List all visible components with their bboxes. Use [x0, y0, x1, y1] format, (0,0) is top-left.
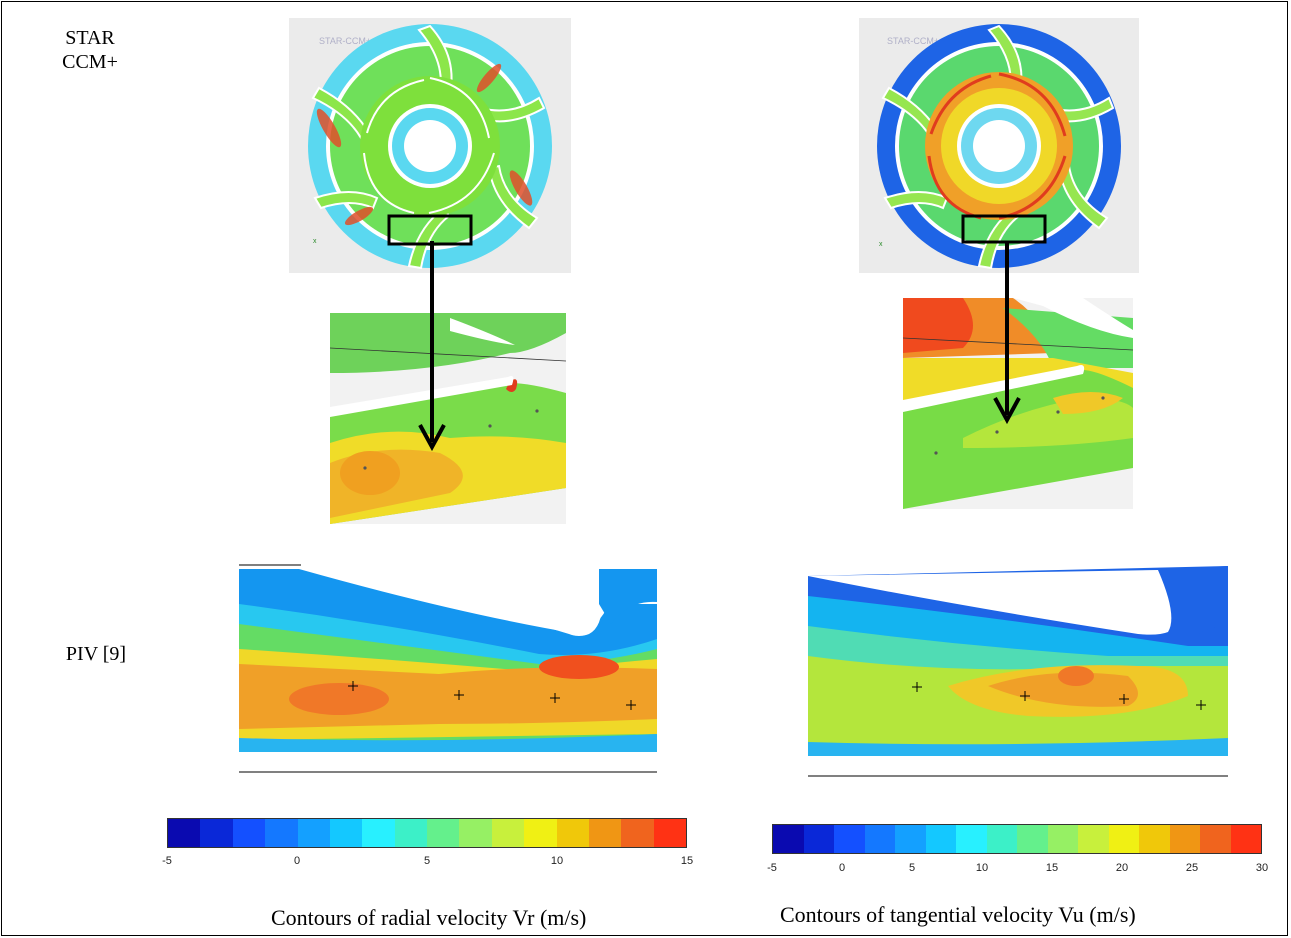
- colorbar-swatch: [1200, 825, 1231, 853]
- colorbar-swatch: [1047, 825, 1078, 853]
- colorbar-swatch: [621, 819, 654, 847]
- caption-tangential: Contours of tangential velocity Vu (m/s): [780, 902, 1136, 927]
- colorbar-swatch: [1108, 825, 1139, 853]
- colorbar-swatch: [168, 819, 201, 847]
- colorbar-swatch: [556, 819, 589, 847]
- colorbar-tick-label: 5: [423, 855, 431, 867]
- zoom-radial-velocity: [329, 313, 567, 524]
- piv-radial-velocity: [239, 564, 657, 774]
- colorbar-radial: [167, 818, 687, 848]
- software-watermark: STAR-CCM+: [887, 36, 939, 46]
- colorbar-swatch: [1139, 825, 1170, 853]
- colorbar-swatch: [1017, 825, 1048, 853]
- colorbar-swatch: [956, 825, 987, 853]
- row-label-piv: PIV [9]: [65, 643, 127, 665]
- colorbar-swatch: [895, 825, 926, 853]
- colorbar-swatch: [491, 819, 525, 847]
- colorbar-swatch: [864, 825, 895, 853]
- colorbar-tick-label: 15: [1045, 862, 1059, 874]
- colorbar-swatch: [653, 819, 686, 847]
- colorbar-swatch: [265, 819, 298, 847]
- piv-tangential-velocity: [808, 566, 1228, 778]
- colorbar-swatch: [362, 819, 395, 847]
- colorbar-swatch: [297, 819, 330, 847]
- colorbar-tick-label: 25: [1185, 862, 1199, 874]
- colorbar-tick-label: 5: [908, 862, 916, 874]
- colorbar-tick-label: 0: [838, 862, 846, 874]
- software-watermark: STAR-CCM+: [319, 36, 371, 46]
- colorbar-swatch: [773, 825, 804, 853]
- zoom-box: [961, 214, 1047, 244]
- colorbar-swatch: [588, 819, 622, 847]
- colorbar-swatch: [329, 819, 363, 847]
- colorbar-swatch: [986, 825, 1017, 853]
- row-label-star-ccm: STAR CCM+: [62, 27, 118, 73]
- colorbar-tick-label: 30: [1255, 862, 1269, 874]
- colorbar-swatch: [803, 825, 834, 853]
- colorbar-swatch: [394, 819, 427, 847]
- colorbar-tick-label: 0: [293, 855, 301, 867]
- colorbar-tick-label: -5: [767, 862, 777, 874]
- colorbar-swatch: [1078, 825, 1109, 853]
- colorbar-swatch: [834, 825, 865, 853]
- colorbar-swatch: [1169, 825, 1200, 853]
- impeller-tangential-velocity: STAR-CCM+ x: [859, 18, 1139, 273]
- impeller-radial-velocity: STAR-CCM+ x: [289, 18, 571, 273]
- colorbar-swatch: [232, 819, 266, 847]
- colorbar-swatch: [200, 819, 233, 847]
- colorbar-tick-label: 10: [550, 855, 564, 867]
- svg-text:x: x: [313, 238, 317, 245]
- zoom-tangential-velocity: [902, 298, 1134, 509]
- colorbar-tick-label: 20: [1115, 862, 1129, 874]
- caption-radial: Contours of radial velocity Vr (m/s): [271, 905, 587, 930]
- colorbar-swatch: [925, 825, 956, 853]
- colorbar-tangential: [772, 824, 1262, 854]
- colorbar-tick-label: 15: [680, 855, 694, 867]
- colorbar-swatch: [1230, 825, 1261, 853]
- svg-text:x: x: [879, 241, 883, 248]
- colorbar-tick-label: 10: [975, 862, 989, 874]
- colorbar-swatch: [427, 819, 460, 847]
- colorbar-tick-label: -5: [162, 855, 172, 867]
- colorbar-swatch: [524, 819, 557, 847]
- colorbar-swatch: [459, 819, 492, 847]
